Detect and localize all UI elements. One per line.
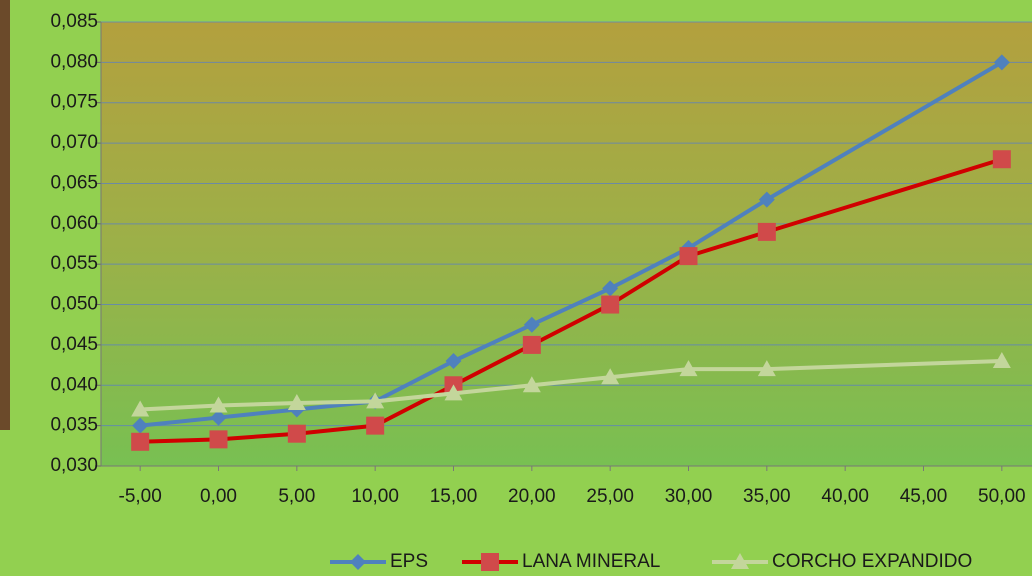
legend-label: CORCHO EXPANDIDO <box>772 551 972 572</box>
legend-marker <box>350 554 366 570</box>
data-point <box>132 417 149 434</box>
x-tick-label: 20,00 <box>508 486 556 507</box>
y-tick-label: 0,060 <box>50 213 98 234</box>
data-point <box>523 316 540 333</box>
y-tick-label: 0,080 <box>50 51 98 72</box>
background-strip <box>0 0 10 430</box>
x-tick-label: 0,00 <box>200 486 237 507</box>
y-tick-label: 0,050 <box>50 294 98 315</box>
series-line <box>140 359 1002 412</box>
data-point <box>522 376 541 393</box>
data-point <box>679 360 698 377</box>
data-point <box>993 54 1010 71</box>
y-tick-label: 0,045 <box>50 334 98 355</box>
x-tick-label: 10,00 <box>351 486 399 507</box>
plot-area <box>101 22 1032 466</box>
data-point <box>287 394 306 411</box>
y-tick-label: 0,070 <box>50 132 98 153</box>
data-point <box>758 191 775 208</box>
data-point <box>131 400 150 417</box>
data-point <box>522 335 541 354</box>
legend-label: LANA MINERAL <box>522 551 660 572</box>
legend-marker <box>731 553 749 569</box>
data-point <box>601 295 620 314</box>
legend-label: EPS <box>390 551 428 572</box>
data-point <box>757 222 776 241</box>
series-line <box>140 157 1003 444</box>
series-line <box>139 60 1003 428</box>
y-tick-label: 0,065 <box>50 172 98 193</box>
data-point <box>601 368 620 385</box>
data-point <box>445 353 462 370</box>
data-point <box>131 432 150 451</box>
data-point <box>602 280 619 297</box>
y-tick-label: 0,040 <box>50 374 98 395</box>
data-point <box>210 409 227 426</box>
x-tick-label: 25,00 <box>586 486 634 507</box>
data-point <box>366 392 385 409</box>
x-tick-label: -5,00 <box>119 486 162 507</box>
y-tick-label: 0,030 <box>50 455 98 476</box>
y-tick-label: 0,085 <box>50 11 98 32</box>
data-point <box>366 416 385 435</box>
x-tick-label: 40,00 <box>821 486 869 507</box>
x-tick-label: 5,00 <box>278 486 315 507</box>
data-point <box>209 396 228 413</box>
x-tick-label: 45,00 <box>900 486 948 507</box>
data-point <box>287 424 306 443</box>
y-tick-label: 0,055 <box>50 253 98 274</box>
data-point <box>992 150 1011 169</box>
data-point <box>679 247 698 266</box>
legend-marker <box>481 553 499 571</box>
y-tick-label: 0,075 <box>50 92 98 113</box>
x-tick-label: 30,00 <box>665 486 713 507</box>
y-tick-label: 0,035 <box>50 415 98 436</box>
x-tick-label: 50,00 <box>978 486 1026 507</box>
data-point <box>209 430 228 449</box>
x-tick-label: 35,00 <box>743 486 791 507</box>
x-tick-label: 15,00 <box>430 486 478 507</box>
data-point <box>444 384 463 401</box>
data-point <box>992 352 1011 369</box>
data-point <box>757 360 776 377</box>
